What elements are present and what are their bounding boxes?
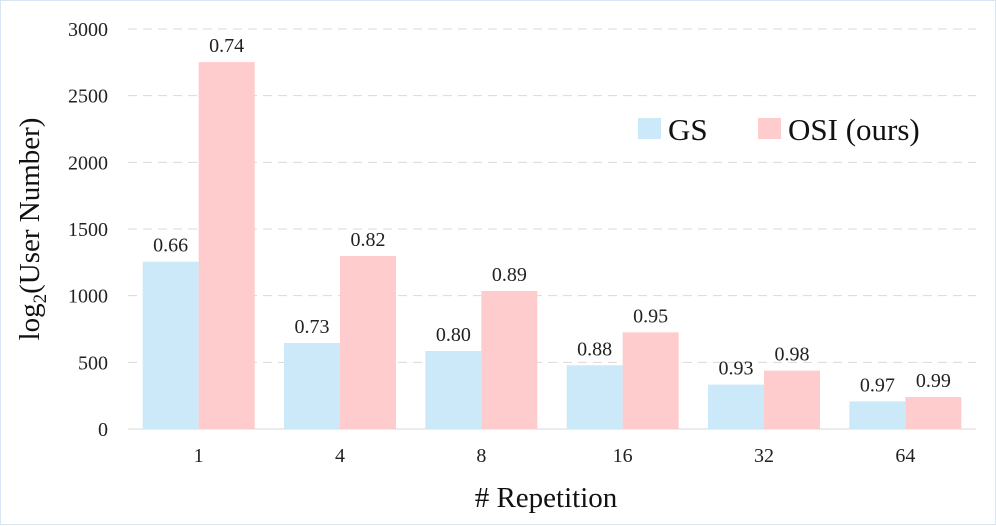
bar-osi: [340, 255, 396, 429]
legend-swatch-osi: [758, 118, 781, 139]
data-label: 0.73: [295, 316, 330, 338]
data-label: 0.82: [351, 229, 386, 251]
x-tick-label: 64: [895, 445, 915, 467]
data-label: 0.93: [719, 358, 754, 380]
data-label: 0.66: [153, 235, 188, 257]
legend-swatch-gs: [638, 118, 661, 139]
bar-gs: [425, 351, 482, 429]
bars: [142, 62, 962, 430]
bar-gs: [142, 261, 199, 429]
data-label: 0.95: [633, 305, 668, 327]
y-axis-title: log2(User Number): [14, 118, 51, 341]
x-tick-label: 8: [476, 445, 486, 467]
data-label: 0.98: [775, 344, 810, 366]
x-tick-label: 4: [335, 445, 345, 467]
data-label: 0.97: [860, 374, 895, 396]
bar-osi: [622, 332, 679, 429]
x-tick-label: 32: [754, 445, 774, 467]
bar-gs: [566, 365, 623, 429]
data-label: 0.89: [492, 264, 527, 286]
x-tick-labels: 1 4 8 16 32 64: [194, 445, 916, 467]
y-tick-label: 2000: [68, 152, 108, 174]
bar-osi: [764, 370, 820, 429]
bar-osi: [198, 62, 255, 430]
bar-osi: [905, 397, 962, 429]
x-tick-label: 16: [613, 445, 633, 467]
data-label: 0.88: [577, 338, 612, 360]
y-tick-labels: 0 500 1000 1500 2000 2500 3000: [68, 19, 108, 441]
y-tick-label: 500: [78, 352, 108, 374]
legend-label-osi: OSI (ours): [788, 112, 920, 147]
x-tick-label: 1: [194, 445, 204, 467]
data-label: 0.99: [916, 370, 951, 392]
y-tick-label: 3000: [68, 19, 108, 41]
legend-label-gs: GS: [668, 112, 708, 147]
bar-gs: [849, 401, 906, 429]
y-tick-label: 1000: [68, 286, 108, 308]
gridlines: [128, 28, 976, 430]
y-tick-label: 2500: [68, 86, 108, 108]
legend: GS OSI (ours): [638, 112, 920, 147]
bar-osi: [481, 291, 538, 429]
bar-gs: [708, 384, 764, 429]
x-axis-title: # Repetition: [475, 482, 618, 514]
y-tick-label: 0: [98, 419, 108, 441]
data-label: 0.74: [209, 35, 244, 57]
y-tick-label: 1500: [68, 219, 108, 241]
bar-gs: [284, 343, 340, 429]
data-labels: 0.66 0.74 0.73 0.82 0.80 0.89 0.88 0.95 0.93 0.98…: [153, 35, 951, 396]
data-label: 0.80: [436, 324, 471, 346]
